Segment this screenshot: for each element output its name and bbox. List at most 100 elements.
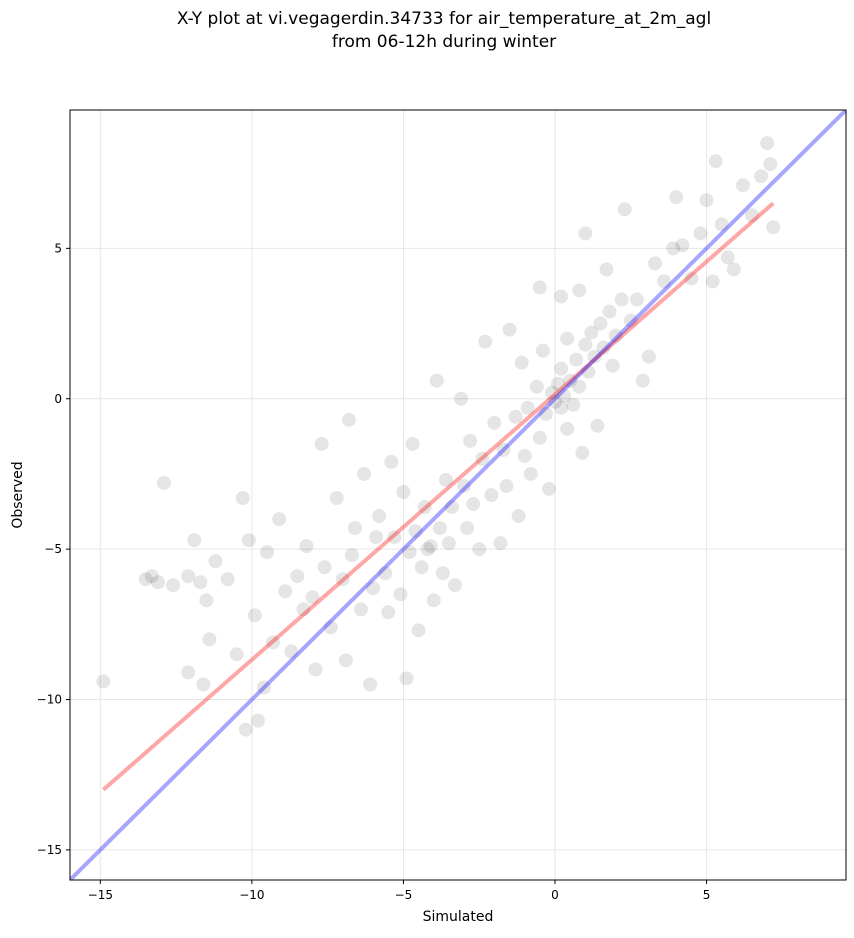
y-tick-label: −5: [44, 542, 62, 556]
point: [305, 590, 320, 605]
point: [441, 536, 456, 551]
point: [523, 466, 538, 481]
chart-subtitle: from 06-12h during winter: [332, 32, 556, 52]
point: [593, 316, 608, 331]
point: [250, 713, 265, 728]
point: [629, 292, 644, 307]
point: [557, 388, 572, 403]
point: [381, 605, 396, 620]
point: [347, 521, 362, 536]
point: [754, 169, 769, 184]
point: [590, 418, 605, 433]
point: [614, 292, 629, 307]
point: [187, 533, 202, 548]
point: [578, 337, 593, 352]
point: [138, 572, 153, 587]
point: [414, 560, 429, 575]
point: [502, 322, 517, 337]
point: [384, 454, 399, 469]
point: [599, 262, 614, 277]
point: [648, 256, 663, 271]
point: [617, 202, 632, 217]
point: [150, 575, 165, 590]
point: [493, 536, 508, 551]
point: [766, 220, 781, 235]
point: [429, 373, 444, 388]
point: [745, 208, 760, 223]
point: [220, 572, 235, 587]
point: [560, 331, 575, 346]
point: [551, 376, 566, 391]
point: [344, 548, 359, 563]
point: [247, 608, 262, 623]
point: [508, 409, 523, 424]
point: [423, 539, 438, 554]
point: [572, 379, 587, 394]
point: [714, 217, 729, 232]
y-tick-label: 5: [54, 241, 62, 255]
point: [566, 397, 581, 412]
point: [484, 488, 499, 502]
point: [548, 394, 562, 409]
point: [229, 647, 244, 662]
point: [666, 241, 681, 256]
point: [411, 623, 426, 638]
point: [369, 530, 384, 545]
point: [726, 262, 741, 277]
point: [623, 313, 638, 328]
point: [675, 238, 690, 253]
point: [296, 602, 311, 617]
point: [444, 500, 459, 515]
point: [575, 445, 590, 460]
x-tick-label: 0: [551, 888, 559, 902]
x-tick-label: −15: [88, 888, 113, 902]
point: [572, 283, 587, 298]
point: [602, 304, 617, 319]
y-axis-label: Observed: [10, 461, 26, 528]
point: [578, 226, 593, 241]
point: [426, 593, 441, 608]
x-tick-label: −10: [239, 888, 264, 902]
chart-title: X-Y plot at vi.vegagerdin.34733 for air_…: [177, 9, 711, 29]
point: [435, 566, 450, 581]
point: [438, 472, 453, 487]
point: [499, 478, 514, 493]
point: [363, 677, 378, 692]
point: [532, 430, 547, 445]
point: [641, 349, 656, 364]
point: [657, 274, 672, 289]
point: [447, 578, 462, 593]
point: [457, 478, 472, 493]
point: [156, 475, 171, 490]
x-tick-label: −5: [395, 888, 413, 902]
point: [581, 364, 596, 379]
point: [735, 178, 750, 193]
point: [517, 448, 532, 463]
line: [70, 110, 846, 880]
point: [541, 481, 556, 496]
point: [354, 602, 368, 617]
point: [763, 157, 778, 172]
point: [290, 569, 305, 584]
point: [308, 662, 323, 677]
point: [357, 466, 372, 481]
point: [569, 352, 584, 367]
point: [181, 569, 196, 584]
point: [554, 361, 569, 376]
point: [584, 325, 599, 340]
point: [396, 484, 411, 499]
point: [314, 436, 329, 451]
point: [535, 343, 550, 358]
point: [529, 379, 544, 394]
point: [420, 542, 435, 557]
point: [472, 542, 487, 557]
point: [608, 328, 623, 343]
point: [475, 451, 490, 466]
point: [402, 545, 417, 560]
point: [466, 497, 481, 512]
point: [323, 620, 338, 635]
point: [193, 575, 208, 590]
point: [235, 491, 250, 506]
point: [514, 355, 529, 370]
